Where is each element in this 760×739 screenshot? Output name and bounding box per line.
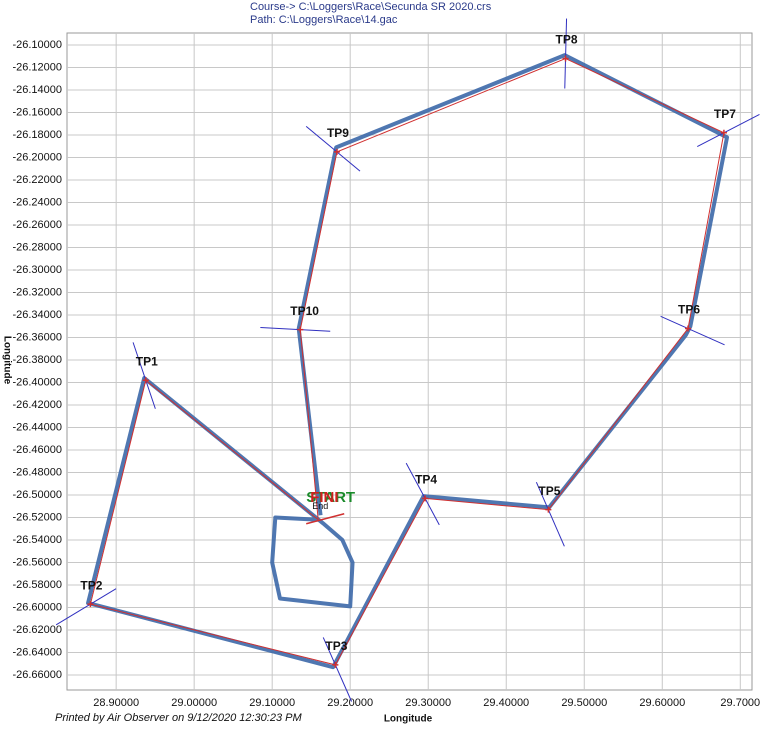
turnpoint-marker — [333, 148, 340, 155]
x-tick-label: 29.10000 — [249, 697, 295, 709]
path-file: Path: C:\Loggers\Race\14.gac — [250, 14, 398, 26]
start-line — [306, 513, 345, 525]
x-tick-label: 29.00000 — [171, 697, 217, 709]
y-tick-label: -26.20000 — [12, 151, 62, 163]
y-tick-label: -26.46000 — [12, 444, 62, 456]
y-tick-label: -26.40000 — [12, 376, 62, 388]
y-tick-label: -26.38000 — [12, 354, 62, 366]
y-tick-label: -26.56000 — [12, 556, 62, 568]
y-tick-label: -26.22000 — [12, 174, 62, 186]
start-label: START — [306, 489, 355, 506]
turnpoint-label: TP9 — [327, 126, 349, 140]
y-tick-label: -26.48000 — [12, 466, 62, 478]
turnpoint-label: TP3 — [325, 639, 347, 653]
course-file: Course-> C:\Loggers\Race\Secunda SR 2020… — [250, 1, 492, 13]
y-tick-label: -26.12000 — [12, 61, 62, 73]
y-tick-label: -26.66000 — [12, 669, 62, 681]
sector-line — [260, 326, 331, 332]
sector-line — [535, 481, 565, 547]
finish-label: FINI — [310, 489, 338, 506]
sector-line — [132, 342, 156, 409]
x-tick-label: 29.50000 — [561, 697, 607, 709]
x-axis-label: Longitude — [384, 714, 433, 725]
y-axis-label: Longitude — [1, 336, 12, 385]
track-line — [86, 53, 730, 670]
y-tick-label: -26.52000 — [12, 511, 62, 523]
sector-line — [322, 637, 353, 702]
sector-line — [55, 588, 117, 626]
x-tick-label: 29.30000 — [405, 697, 451, 709]
y-tick-label: -26.58000 — [12, 579, 62, 591]
turnpoint-marker — [422, 495, 429, 502]
plot-area — [66, 32, 753, 691]
y-tick-label: -26.42000 — [12, 399, 62, 411]
footer: Printed by Air Observer on 9/12/2020 12:… — [55, 712, 302, 724]
turnpoint-marker — [87, 601, 94, 608]
x-tick-label: 29.20000 — [327, 697, 373, 709]
y-tick-label: -26.10000 — [12, 39, 62, 51]
sector-line — [564, 18, 568, 89]
y-tick-label: -26.14000 — [12, 84, 62, 96]
turnpoint-label: TP4 — [415, 473, 437, 487]
turnpoint-marker — [720, 129, 727, 136]
turnpoint-marker — [562, 55, 569, 62]
sector-line — [660, 315, 725, 346]
sector-line — [405, 462, 440, 526]
turnpoint-label: TP6 — [678, 303, 700, 317]
y-tick-label: -26.34000 — [12, 309, 62, 321]
y-tick-label: -26.62000 — [12, 624, 62, 636]
turnpoint-marker — [297, 326, 304, 333]
end-label: End — [312, 501, 328, 511]
x-tick-label: 28.90000 — [93, 697, 139, 709]
turnpoint-label: TP2 — [80, 578, 102, 592]
turnpoint-marker — [142, 377, 149, 384]
x-tick-label: 29.60000 — [639, 697, 685, 709]
sector-line — [305, 125, 361, 172]
y-tick-label: -26.32000 — [12, 286, 62, 298]
y-tick-label: -26.64000 — [12, 646, 62, 658]
turnpoint-label: TP1 — [136, 354, 158, 368]
turnpoint-label: TP8 — [556, 33, 578, 47]
y-tick-label: -26.60000 — [12, 601, 62, 613]
y-tick-label: -26.16000 — [12, 106, 62, 118]
turnpoint-marker — [545, 506, 552, 513]
y-tick-label: -26.26000 — [12, 219, 62, 231]
y-tick-label: -26.44000 — [12, 421, 62, 433]
turnpoint-label: TP10 — [290, 304, 319, 318]
y-tick-label: -26.50000 — [12, 489, 62, 501]
y-tick-label: -26.28000 — [12, 241, 62, 253]
sector-line — [697, 114, 760, 147]
y-tick-label: -26.24000 — [12, 196, 62, 208]
y-tick-label: -26.18000 — [12, 129, 62, 141]
x-tick-label: 29.40000 — [483, 697, 529, 709]
turnpoint-label: TP5 — [538, 484, 560, 498]
y-tick-label: -26.30000 — [12, 264, 62, 276]
x-tick-label: 29.7000 — [720, 697, 760, 709]
turnpoint-marker — [332, 661, 339, 668]
course-line — [89, 57, 725, 666]
y-tick-label: -26.36000 — [12, 331, 62, 343]
turnpoint-marker — [685, 325, 692, 332]
y-tick-label: -26.54000 — [12, 534, 62, 546]
turnpoint-label: TP7 — [714, 107, 736, 121]
